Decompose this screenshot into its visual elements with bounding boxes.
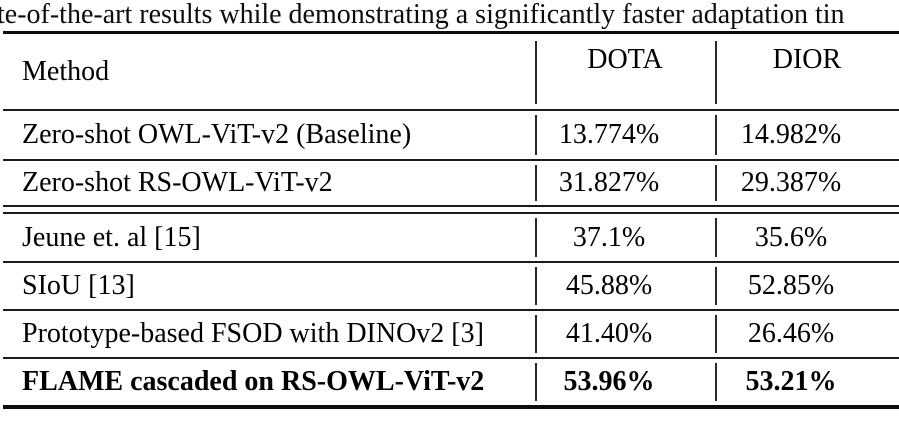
row-divider-rule: [3, 261, 899, 263]
rule-below-header: [3, 109, 899, 111]
dior-value-cell: 35.6%: [715, 214, 899, 261]
header-dota: DOTA: [535, 34, 715, 109]
dota-value-cell: 45.88%: [535, 263, 715, 309]
dota-value-cell: 41.40%: [535, 311, 715, 357]
method-cell: SIoU [13]: [22, 270, 135, 301]
table-row: Zero-shot RS-OWL-ViT-v2 31.827% 29.387%: [0, 161, 899, 205]
dota-value-cell: 13.774%: [535, 111, 715, 159]
results-table: Method DOTA DIOR Zero-shot OWL-ViT-v2 (B…: [0, 31, 899, 409]
dota-value-cell: 37.1%: [535, 214, 715, 261]
dota-value-cell: 31.827%: [535, 161, 715, 205]
dior-value-cell: 26.46%: [715, 311, 899, 357]
table-row: Prototype-based FSOD with DINOv2 [3] 41.…: [0, 311, 899, 357]
table-row: Zero-shot OWL-ViT-v2 (Baseline) 13.774% …: [0, 111, 899, 159]
double-rule-bottom-line: [3, 212, 899, 214]
double-rule-top-line: [3, 205, 899, 207]
table-row-highlight: FLAME cascaded on RS-OWL-ViT-v2 53.96% 5…: [0, 359, 899, 405]
method-cell: Zero-shot OWL-ViT-v2 (Baseline): [22, 119, 412, 150]
table-row: Jeune et. al [15] 37.1% 35.6%: [0, 214, 899, 261]
dior-value-cell: 14.982%: [715, 111, 899, 159]
header-method: Method: [22, 55, 110, 87]
row-divider-rule: [3, 309, 899, 311]
table-bottom-rule: [3, 405, 899, 409]
row-divider-rule: [3, 357, 899, 359]
method-cell: Prototype-based FSOD with DINOv2 [3]: [22, 318, 484, 349]
dior-value-cell: 52.85%: [715, 263, 899, 309]
table-top-rule: [3, 31, 899, 34]
dota-value-cell: 53.96%: [535, 359, 715, 405]
dior-value-cell: 53.21%: [715, 359, 899, 405]
table-row: SIoU [13] 45.88% 52.85%: [0, 263, 899, 309]
method-cell: Zero-shot RS-OWL-ViT-v2: [22, 167, 333, 198]
caption-text-fragment: te-of-the-art results while demonstratin…: [0, 0, 845, 30]
header-dior: DIOR: [715, 34, 899, 109]
dior-value-cell: 29.387%: [715, 161, 899, 205]
row-divider-rule: [3, 159, 899, 161]
double-divider-rule: [3, 205, 899, 214]
method-cell: Jeune et. al [15]: [22, 221, 201, 253]
table-header-row: Method DOTA DIOR: [0, 34, 899, 109]
method-cell: FLAME cascaded on RS-OWL-ViT-v2: [22, 366, 485, 397]
